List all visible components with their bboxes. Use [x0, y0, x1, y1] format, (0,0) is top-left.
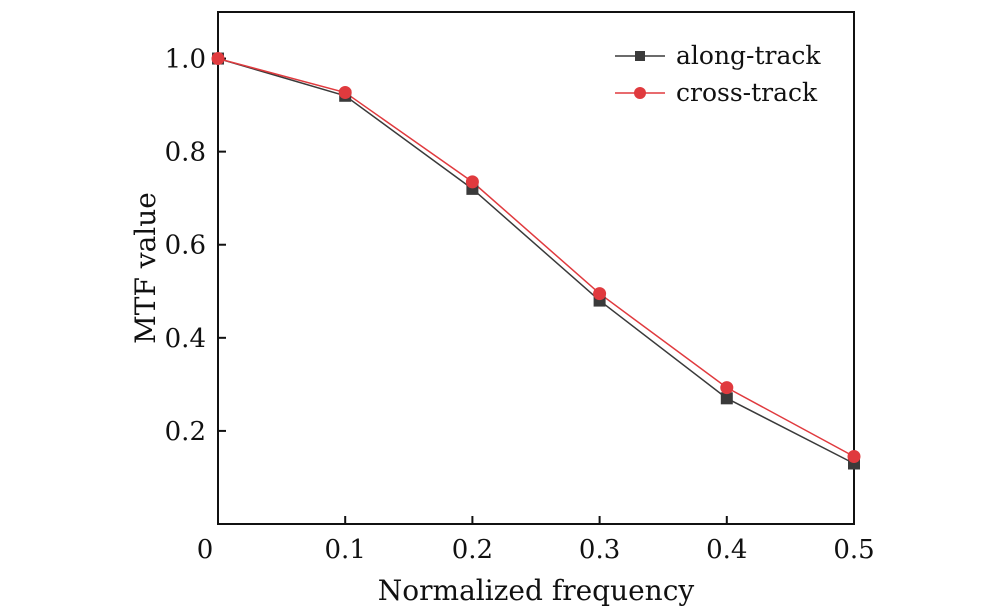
x-tick-label: 0.3	[579, 535, 620, 565]
series-lines	[217, 57, 855, 465]
legend: along-track cross-track	[615, 41, 821, 107]
x-tick-label: 0.4	[706, 535, 747, 565]
data-point-cross-track	[847, 450, 861, 464]
y-tick-label: 0.8	[165, 138, 206, 168]
legend-marker-along-track	[635, 51, 645, 61]
data-point-cross-track	[720, 381, 734, 395]
plot-area	[217, 11, 855, 525]
y-tick-label: 0.6	[165, 231, 206, 261]
x-tick-label: 0.1	[325, 535, 366, 565]
y-tick-label: 0.4	[165, 324, 206, 354]
data-point-along-track	[720, 392, 733, 405]
y-tick-label: 0.2	[165, 417, 206, 447]
legend-marker-cross-track	[634, 87, 646, 99]
series-markers	[211, 52, 861, 470]
legend-label-along-track: along-track	[676, 41, 821, 70]
legend-label-cross-track: cross-track	[676, 78, 818, 107]
x-axis-origin-label: 0	[197, 535, 214, 565]
x-tick-label: 0.2	[452, 535, 493, 565]
data-point-cross-track	[593, 287, 607, 301]
axis-ticks: 0.1 0.2 0.3 0.4 0.5 0.2 0.4 0.6 0.8 1.0	[165, 45, 875, 565]
data-point-cross-track	[338, 86, 352, 100]
data-point-cross-track	[211, 52, 225, 66]
y-tick-label: 1.0	[165, 45, 206, 75]
x-tick-label: 0.5	[833, 535, 874, 565]
series-line-along-track	[217, 57, 855, 465]
data-point-cross-track	[465, 175, 479, 189]
series-line-cross-track	[217, 57, 855, 458]
y-axis-label: MTF value	[129, 192, 162, 344]
x-axis-label: Normalized frequency	[378, 574, 695, 607]
